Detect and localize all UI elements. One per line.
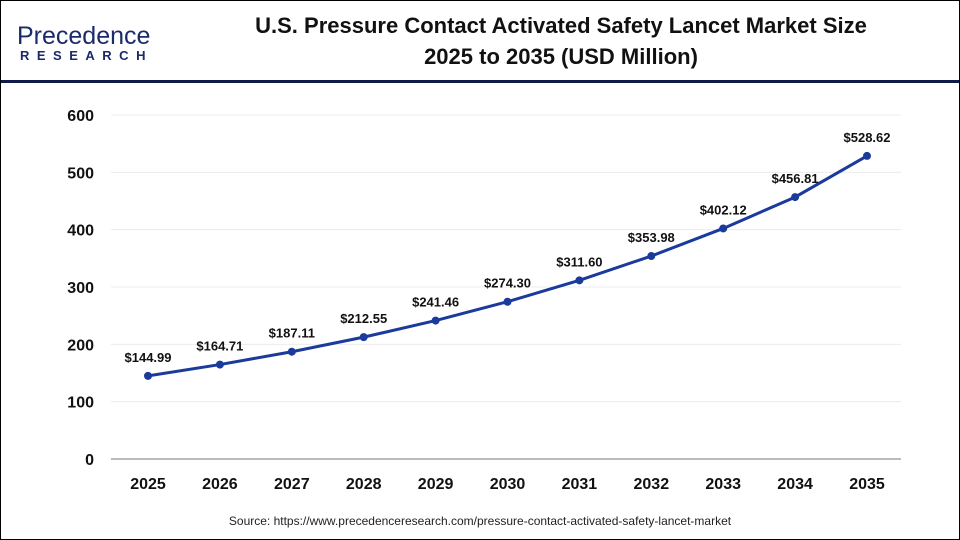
series-line (147, 154, 868, 378)
chart-title: U.S. Pressure Contact Activated Safety L… (191, 10, 931, 72)
x-tick-label: 2035 (849, 476, 885, 493)
data-point (719, 224, 728, 233)
y-tick-label: 0 (85, 452, 94, 469)
title-line-1: U.S. Pressure Contact Activated Safety L… (255, 13, 867, 38)
data-label: $402.12 (700, 202, 747, 217)
y-tick-label: 600 (67, 108, 94, 125)
logo-line1: Precedence (17, 22, 151, 50)
x-tick-label: 2030 (490, 476, 526, 493)
data-point (431, 316, 440, 325)
data-point (503, 297, 512, 306)
precedence-research-logo: Precedence RESEARCH (17, 23, 167, 63)
data-label: $456.81 (772, 171, 819, 186)
data-point (647, 252, 656, 261)
data-label: $144.99 (125, 350, 172, 365)
data-point (791, 193, 800, 202)
data-label: $274.30 (484, 276, 531, 291)
logo-line2: RESEARCH (20, 48, 153, 63)
y-tick-label: 500 (67, 165, 94, 182)
data-point (144, 371, 152, 380)
y-tick-label: 200 (67, 337, 94, 354)
y-tick-label: 100 (67, 395, 94, 412)
data-label: $187.11 (269, 326, 315, 341)
data-label: $528.62 (844, 130, 891, 145)
title-line-2: 2025 to 2035 (USD Million) (424, 44, 698, 69)
data-label: $311.60 (556, 254, 602, 269)
x-tick-label: 2031 (562, 476, 598, 493)
data-point (863, 151, 871, 160)
data-point (359, 333, 368, 342)
y-tick-label: 300 (67, 280, 94, 297)
y-tick-label: 400 (67, 223, 94, 240)
x-tick-label: 2032 (634, 476, 670, 493)
header: Precedence RESEARCH U.S. Pressure Contac… (1, 1, 959, 83)
data-label: $212.55 (340, 311, 387, 326)
x-tick-label: 2029 (418, 476, 454, 493)
x-tick-label: 2025 (130, 476, 166, 493)
data-point (575, 276, 584, 285)
x-tick-label: 2027 (274, 476, 310, 493)
source-note: Source: https://www.precedenceresearch.c… (228, 514, 732, 528)
x-tick-label: 2033 (705, 476, 741, 493)
x-tick-label: 2026 (202, 476, 238, 493)
data-point (287, 347, 296, 356)
data-point (215, 360, 224, 369)
data-label: $164.71 (196, 339, 243, 354)
x-tick-label: 2028 (346, 476, 382, 493)
data-label: $241.46 (412, 295, 459, 310)
data-label: $353.98 (628, 230, 675, 245)
x-tick-label: 2034 (777, 476, 813, 493)
